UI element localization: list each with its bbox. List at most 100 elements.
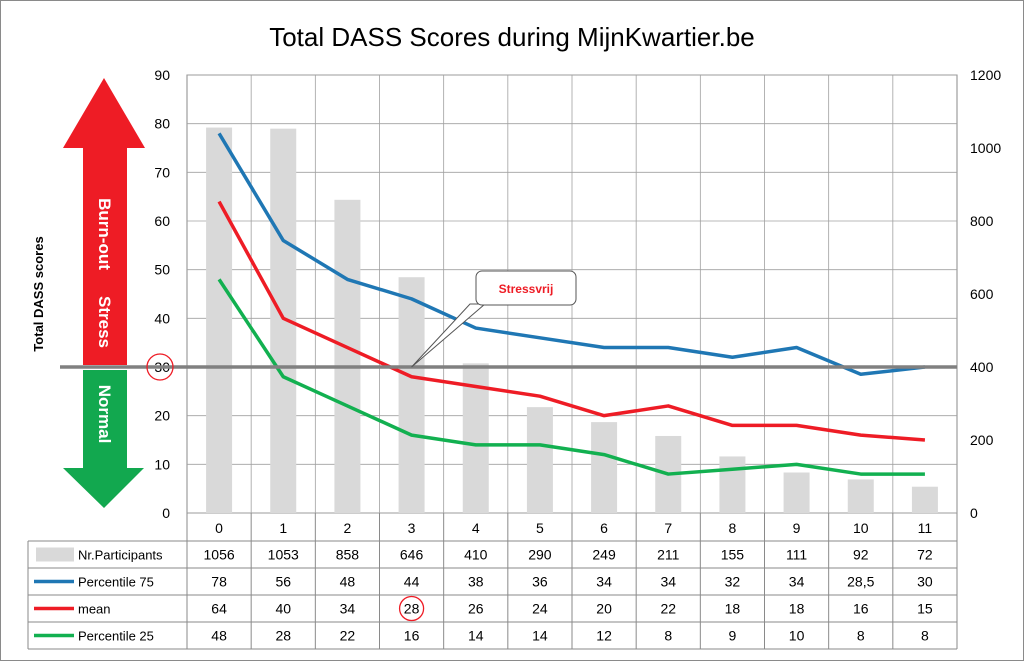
burnout-stress-arrow: Burn-out Stress xyxy=(63,78,145,365)
x-tick-label: 9 xyxy=(793,520,801,536)
table-cell: 18 xyxy=(789,601,805,617)
table-cell: 111 xyxy=(786,547,807,563)
down-arrow-shape xyxy=(63,370,144,508)
table-cell: 410 xyxy=(464,547,488,563)
table-highlight-circle xyxy=(398,595,425,622)
table-cell: 8 xyxy=(857,628,865,644)
table-cell: 8 xyxy=(921,628,929,644)
bar-nr-participants xyxy=(783,472,810,513)
y2-tick-label: 600 xyxy=(970,286,994,302)
legend-label: Percentile 25 xyxy=(78,629,154,644)
legend-swatch-bar xyxy=(36,547,74,562)
table-cell: 38 xyxy=(468,574,484,590)
bar-nr-participants xyxy=(911,486,938,513)
table-cell: 44 xyxy=(404,574,420,590)
line-percentile-75 xyxy=(217,132,926,377)
y-tick-label: 50 xyxy=(154,262,170,278)
x-tick-label: 7 xyxy=(664,520,672,536)
y-tick-label: 10 xyxy=(154,456,170,472)
table-cell: 28 xyxy=(275,628,291,644)
x-tick-label: 0 xyxy=(215,520,223,536)
table-cell: 290 xyxy=(528,547,552,563)
arrow-label-normal: Normal xyxy=(95,385,114,444)
bar-nr-participants xyxy=(719,456,746,513)
table-cell: 72 xyxy=(917,547,933,563)
table-cell: 64 xyxy=(211,601,227,617)
table-cell: 155 xyxy=(721,547,745,563)
table-cell: 646 xyxy=(400,547,424,563)
table-cell: 34 xyxy=(789,574,805,590)
table-cell: 249 xyxy=(592,547,616,563)
table-cell: 20 xyxy=(596,601,612,617)
x-tick-label: 6 xyxy=(600,520,608,536)
y-axis-title: Total DASS scores xyxy=(31,236,46,351)
up-arrow-shape xyxy=(63,78,145,365)
x-tick-label: 10 xyxy=(853,520,869,536)
y2-tick-label: 400 xyxy=(970,359,994,375)
y-tick-label: 80 xyxy=(154,116,170,132)
table-cell: 18 xyxy=(725,601,741,617)
bar-nr-participants xyxy=(591,422,618,513)
line-percentile-25 xyxy=(217,278,925,476)
line-mean xyxy=(217,200,926,442)
callout-text: Stressvrij xyxy=(499,282,554,296)
legend-label: Nr.Participants xyxy=(78,548,163,563)
bar-nr-participants xyxy=(847,479,874,513)
table-cell: 26 xyxy=(468,601,484,617)
stressvrij-callout: Stressvrij xyxy=(411,270,577,368)
table-cell: 10 xyxy=(789,628,805,644)
line-series xyxy=(217,132,926,476)
table-cell: 36 xyxy=(532,574,548,590)
y2-tick-label: 800 xyxy=(970,213,994,229)
right-axis-ticks: 0 200 400 600 800 1000 1200 xyxy=(970,67,1001,521)
table-cell: 22 xyxy=(340,628,356,644)
legend-label: Percentile 75 xyxy=(78,575,154,590)
table-cell: 34 xyxy=(596,574,612,590)
y2-tick-label: 200 xyxy=(970,432,994,448)
bar-nr-participants xyxy=(526,407,553,513)
x-tick-label: 8 xyxy=(729,520,737,536)
x-tick-label: 11 xyxy=(918,520,933,536)
table-cell: 8 xyxy=(664,628,672,644)
table-cell: 34 xyxy=(340,601,356,617)
x-tick-label: 2 xyxy=(344,520,352,536)
legend-label: mean xyxy=(78,602,111,617)
y-tick-label: 40 xyxy=(154,310,170,326)
data-table: Nr.Participants 1056 1053 858 646 410 290 249 21… xyxy=(27,513,958,650)
x-tick-label: 5 xyxy=(536,520,544,536)
arrow-label-stress: Stress xyxy=(95,296,114,348)
table-cell: 48 xyxy=(340,574,356,590)
table-cell: 15 xyxy=(917,601,933,617)
callout-pointer xyxy=(411,303,487,368)
table-cell: 92 xyxy=(853,547,869,563)
table-cell: 34 xyxy=(660,574,676,590)
arrow-label-burnout: Burn-out xyxy=(95,198,114,270)
y-tick-label: 0 xyxy=(162,505,170,521)
normal-arrow: Normal xyxy=(63,370,144,508)
table-cell: 858 xyxy=(336,547,360,563)
bars-nr-participants xyxy=(206,127,938,513)
table-cell: 14 xyxy=(468,628,484,644)
table-cell: 12 xyxy=(596,628,612,644)
chart-title: Total DASS Scores during MijnKwartier.be xyxy=(269,22,755,52)
bar-nr-participants xyxy=(206,127,233,513)
table-cell: 78 xyxy=(211,574,227,590)
table-cell: 24 xyxy=(532,601,548,617)
table-cell: 40 xyxy=(275,601,291,617)
table-cell: 32 xyxy=(725,574,741,590)
x-tick-label: 4 xyxy=(472,520,480,536)
x-tick-label: 3 xyxy=(408,520,416,536)
table-cell: 14 xyxy=(532,628,548,644)
table-cell: 30 xyxy=(917,574,933,590)
threshold-highlight-circle xyxy=(146,353,174,381)
table-cell: 9 xyxy=(729,628,737,644)
table-cell: 48 xyxy=(211,628,227,644)
y-tick-label: 70 xyxy=(154,164,170,180)
y-tick-label: 20 xyxy=(154,408,170,424)
y2-tick-label: 0 xyxy=(970,505,978,521)
table-cell: 28,5 xyxy=(847,574,874,590)
bar-nr-participants xyxy=(334,199,361,513)
callout-box xyxy=(475,270,577,306)
